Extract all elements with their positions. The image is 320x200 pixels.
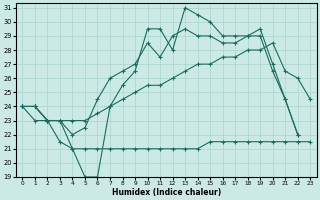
X-axis label: Humidex (Indice chaleur): Humidex (Indice chaleur) — [112, 188, 221, 197]
